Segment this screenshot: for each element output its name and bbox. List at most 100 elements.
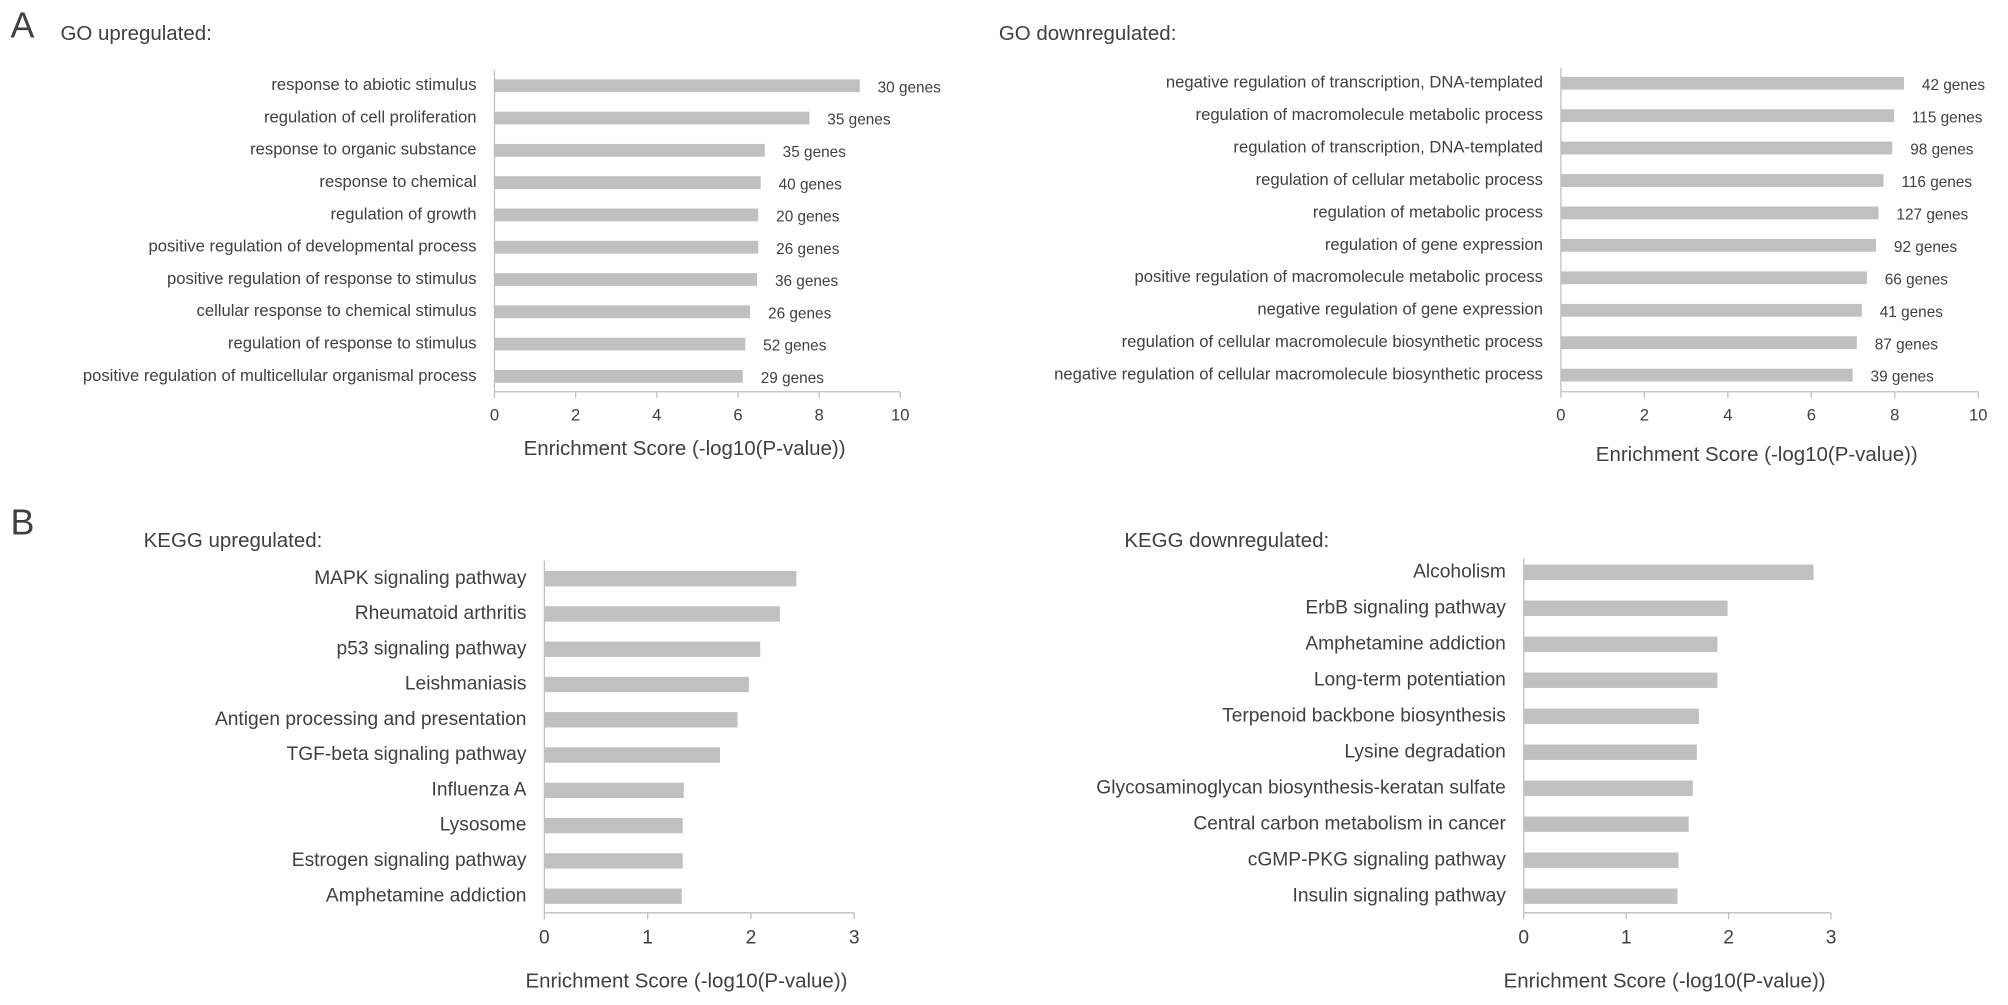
x-tick-label: 1 [1621,928,1632,949]
category-label: Rheumatoid arthritis [355,603,527,624]
bar [544,782,684,799]
category-label: Long-term potentiation [1314,669,1506,690]
bar [1523,816,1689,832]
category-label: Leishmaniasis [405,674,527,695]
x-tick-label: 3 [1826,928,1837,949]
category-label: MAPK signaling pathway [314,568,527,589]
bar [544,712,738,728]
bar [1560,206,1879,220]
x-tick-label: 2 [1723,928,1734,949]
x-tick-label: 10 [1969,405,1987,424]
category-label: positive regulation of developmental pro… [148,237,476,256]
category-label: response to organic substance [250,140,476,159]
bar-annotation: 92 genes [1894,239,1958,256]
bar-annotation: 52 genes [763,338,827,355]
bar [494,79,860,93]
category-label: response to chemical [319,172,476,191]
category-label: p53 signaling pathway [337,638,527,659]
x-tick-label: 0 [490,405,499,424]
bar-annotation: 42 genes [1922,77,1986,94]
category-label: regulation of growth [331,204,477,223]
x-tick-label: 1 [642,928,653,949]
category-label: Estrogen signaling pathway [292,850,527,871]
bar [494,273,758,286]
category-label: Insulin signaling pathway [1293,885,1507,906]
bar [1523,744,1697,760]
category-label: regulation of metabolic process [1313,202,1543,221]
category-label: negative regulation of cellular macromol… [1054,365,1543,384]
x-tick-label: 6 [733,405,742,424]
bar [1523,600,1728,616]
x-tick-label: 0 [1556,405,1565,424]
x-tick-label: 8 [815,405,824,424]
bar [1560,238,1877,252]
bar [1560,141,1893,155]
bar [544,606,780,622]
category-label: Amphetamine addiction [326,885,527,906]
bar [494,305,751,319]
bar [1560,271,1867,285]
category-label: regulation of macromolecule metabolic pr… [1196,105,1543,124]
bar [494,240,759,254]
x-tick-label: 10 [891,405,910,424]
category-label: Alcoholism [1413,561,1506,582]
category-label: regulation of gene expression [1325,235,1543,254]
bar [1523,852,1679,868]
x-axis-title: Enrichment Score (-log10(P-value)) [1504,969,1826,992]
chart-title: GO upregulated: [60,22,211,45]
bar [494,369,743,383]
bar [1523,780,1693,796]
panel-label: B [11,502,35,542]
category-label: Antigen processing and presentation [215,709,526,730]
bar [1560,109,1894,123]
category-label: regulation of cellular macromolecule bio… [1122,332,1543,351]
category-label: negative regulation of transcription, DN… [1166,73,1543,92]
bar-annotation: 26 genes [768,305,832,322]
bar-annotation: 39 genes [1871,369,1935,386]
category-label: Terpenoid backbone biosynthesis [1222,705,1506,726]
bar-annotation: 35 genes [827,112,891,129]
category-label: regulation of cell proliferation [264,107,477,126]
bar-annotation: 41 genes [1880,304,1944,321]
bar [544,747,720,763]
category-label: regulation of cellular metabolic process [1256,170,1543,189]
bar [544,817,683,834]
category-label: positive regulation of response to stimu… [167,269,477,288]
x-tick-label: 2 [746,928,757,949]
bar-annotation: 35 genes [783,144,847,161]
bar-annotation: 116 genes [1901,174,1972,191]
bar [1523,636,1718,652]
bar-annotation: 127 genes [1896,207,1968,224]
category-label: Influenza A [432,779,527,800]
x-tick-label: 2 [1640,405,1649,424]
x-axis-title: Enrichment Score (-log10(P-value)) [526,969,848,992]
category-label: positive regulation of multicellular org… [83,366,477,385]
chart-title: KEGG upregulated: [144,529,323,552]
bar-annotation: 115 genes [1912,109,1983,126]
x-tick-label: 6 [1807,405,1816,424]
x-axis-title: Enrichment Score (-log10(P-value)) [1596,443,1918,466]
bar [544,853,683,869]
bar [1560,368,1853,382]
bar [1560,174,1884,187]
bar-annotation: 87 genes [1875,336,1939,353]
bar [544,676,749,693]
category-label: regulation of transcription, DNA-templat… [1233,137,1543,156]
category-label: Lysine degradation [1344,741,1505,762]
bar [544,570,797,587]
category-label: cGMP-PKG signaling pathway [1248,849,1506,870]
category-label: Lysosome [440,815,527,836]
bar-annotation: 30 genes [878,79,942,96]
chart-title: KEGG downregulated: [1124,529,1329,552]
category-label: Amphetamine addiction [1305,633,1506,654]
bar [1560,76,1904,90]
bar-annotation: 98 genes [1910,142,1974,159]
panel-label: A [11,6,35,46]
bar-annotation: 36 genes [775,273,839,290]
category-label: Central carbon metabolism in cancer [1193,813,1506,834]
bar [494,208,759,222]
category-label: negative regulation of gene expression [1257,300,1543,319]
x-tick-label: 0 [539,928,550,949]
category-label: cellular response to chemical stimulus [197,301,477,320]
